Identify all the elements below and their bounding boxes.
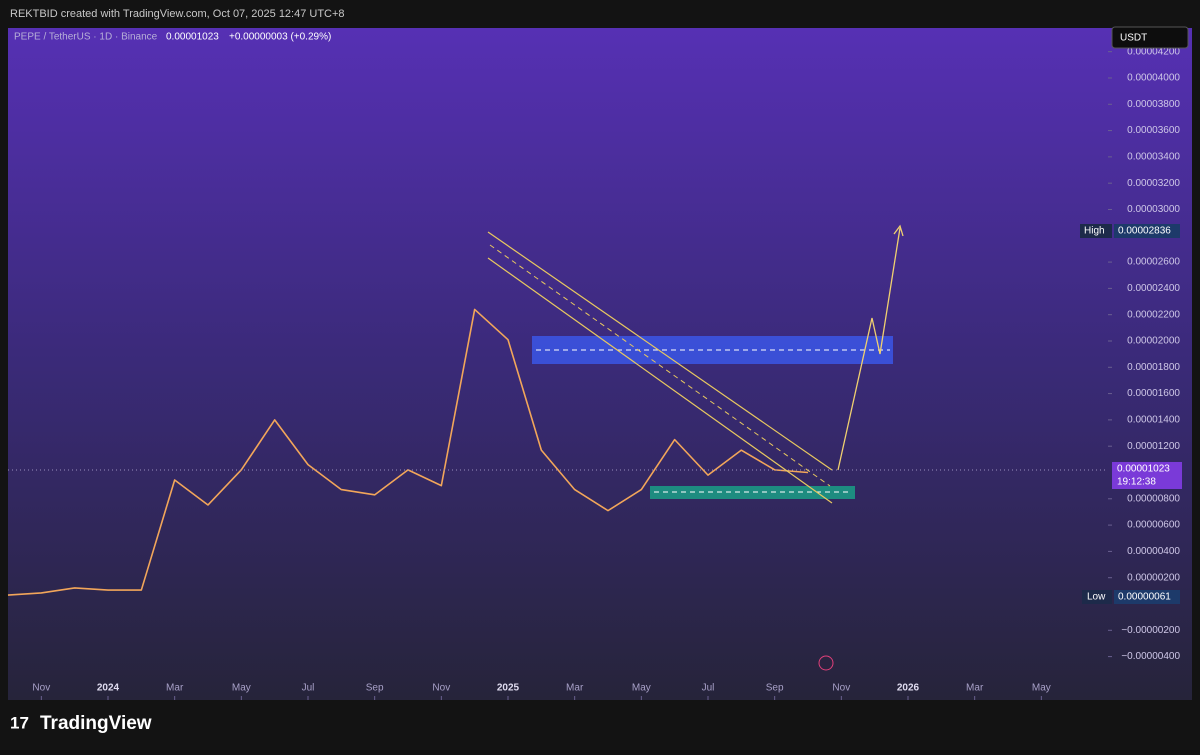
high-tag bbox=[1080, 224, 1112, 238]
x-tick-label: Mar bbox=[166, 683, 184, 694]
y-tick-label: 0.00002200 bbox=[1127, 309, 1180, 320]
last-value: 0.00001023 bbox=[1117, 464, 1170, 475]
y-tick-label: 0.00003600 bbox=[1127, 125, 1180, 136]
x-tick-label: Nov bbox=[832, 683, 850, 694]
low-label: Low bbox=[1087, 592, 1106, 603]
change: +0.00000003 (+0.29%) bbox=[229, 32, 331, 43]
y-tick-label: 0.00000800 bbox=[1127, 493, 1180, 504]
y-tick-label: −0.00000200 bbox=[1121, 625, 1180, 636]
y-tick-label: −0.00000400 bbox=[1121, 651, 1180, 662]
support-zone bbox=[650, 486, 855, 499]
logo-mark: 17 bbox=[10, 713, 29, 732]
y-tick-label: 0.00002400 bbox=[1127, 283, 1180, 294]
y-tick-label: 0.00003400 bbox=[1127, 152, 1180, 163]
y-tick-label: 0.00003200 bbox=[1127, 178, 1180, 189]
low-value: 0.00000061 bbox=[1118, 592, 1171, 603]
channel-mid bbox=[489, 244, 831, 487]
quote: 0.00001023 bbox=[166, 32, 219, 43]
x-tick-label: 2026 bbox=[897, 683, 920, 694]
x-tick-label: Nov bbox=[432, 683, 450, 694]
high-value: 0.00002836 bbox=[1118, 226, 1171, 237]
symbol: PEPE / TetherUS · 1D · Binance bbox=[14, 32, 158, 43]
y-tick-label: 0.00002600 bbox=[1127, 257, 1180, 268]
currency-box[interactable] bbox=[1111, 26, 1189, 49]
x-tick-label: May bbox=[1032, 683, 1051, 694]
x-tick-label: Sep bbox=[366, 683, 384, 694]
low-tag bbox=[1082, 590, 1112, 604]
y-tick-label: 0.00000400 bbox=[1127, 546, 1180, 557]
currency: USDT bbox=[1120, 33, 1147, 44]
y-tick-label: 0.00002000 bbox=[1127, 336, 1180, 347]
y-tick-label: 0.00004000 bbox=[1127, 73, 1180, 84]
y-tick-label: 0.00003000 bbox=[1127, 204, 1180, 215]
y-tick-label: 0.00000600 bbox=[1127, 520, 1180, 531]
countdown: 19:12:38 bbox=[1117, 477, 1156, 488]
event-icon[interactable] bbox=[818, 655, 834, 671]
last-box bbox=[1112, 462, 1182, 489]
high-label: High bbox=[1084, 226, 1105, 237]
y-tick-label: 0.00003800 bbox=[1127, 99, 1180, 110]
projection bbox=[837, 227, 901, 471]
arrow-head bbox=[893, 224, 904, 237]
x-tick-label: Nov bbox=[32, 683, 50, 694]
logo: TradingView bbox=[40, 713, 152, 734]
y-tick-label: 0.00001400 bbox=[1127, 415, 1180, 426]
channel-bottom bbox=[487, 257, 833, 504]
resistance-zone bbox=[532, 336, 893, 364]
x-tick-label: May bbox=[232, 683, 251, 694]
channel-top bbox=[487, 231, 833, 471]
x-tick-label: May bbox=[632, 683, 651, 694]
y-tick-label: 0.00001800 bbox=[1127, 362, 1180, 373]
low-box bbox=[1114, 590, 1180, 604]
y-tick-label: 0.00001200 bbox=[1127, 441, 1180, 452]
x-tick-label: Jul bbox=[702, 683, 715, 694]
x-tick-label: Mar bbox=[566, 683, 584, 694]
x-tick-label: Sep bbox=[766, 683, 784, 694]
x-tick-label: 2024 bbox=[97, 683, 120, 694]
x-tick-label: Jul bbox=[302, 683, 315, 694]
credit: REKTBID created with TradingView.com, Oc… bbox=[10, 8, 345, 20]
high-box bbox=[1114, 224, 1180, 238]
y-tick-label: 0.00001600 bbox=[1127, 388, 1180, 399]
x-tick-label: 2025 bbox=[497, 683, 520, 694]
x-tick-label: Mar bbox=[966, 683, 984, 694]
y-tick-label: 0.00000200 bbox=[1127, 572, 1180, 583]
y-tick-label: 0.00004200 bbox=[1127, 46, 1180, 57]
